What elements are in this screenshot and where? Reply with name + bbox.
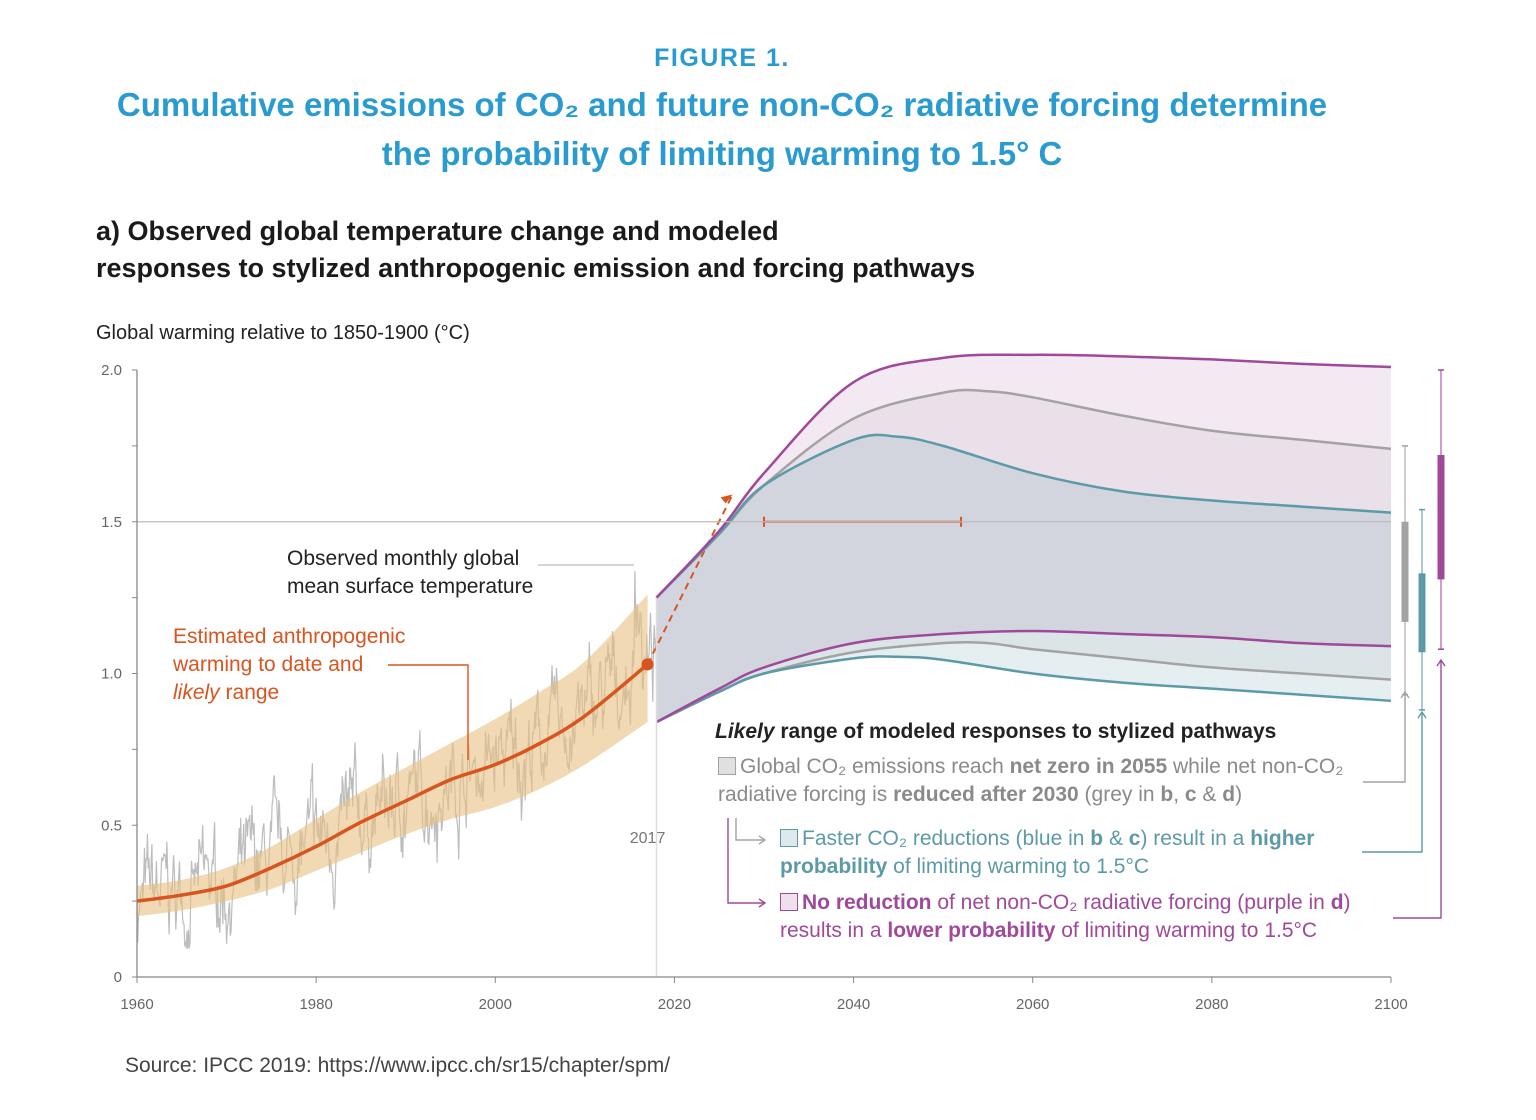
legend-item-purple: No reduction of net non-CO₂ radiative fo… (780, 889, 1390, 945)
legend-text-segment: Faster CO₂ reductions (blue in (802, 827, 1091, 850)
legend-text-segment: d (1330, 891, 1344, 914)
x-tick-label: 2080 (1195, 996, 1228, 1013)
purple-upper-line (655, 353, 1392, 599)
anthropogenic-warming-line (136, 663, 649, 903)
legend-title-rest: range of modeled responses to stylized p… (774, 720, 1277, 743)
purple-connector (1393, 660, 1442, 919)
y-tick-label: 1.0 (101, 666, 122, 683)
blue-lower-line (655, 655, 1392, 724)
arrow-up-icon (1436, 658, 1446, 667)
x-tick-label: 2040 (837, 996, 870, 1013)
legend-title-italic: Likely (715, 720, 775, 743)
legend-text-segment: reduced after 2030 (893, 783, 1079, 806)
legend-text-segment: , (1173, 783, 1185, 806)
observed-annotation: Observed monthly global mean surface tem… (287, 545, 533, 601)
panel-title-line1: a) Observed global temperature change an… (96, 216, 779, 246)
purple-range-fill (656, 354, 1391, 723)
anthropogenic-annotation: Estimated anthropogenic warming to date … (173, 623, 405, 707)
y-tick-label: 0 (114, 969, 122, 986)
legend-text-segment: b (1090, 827, 1104, 850)
legend-text-segment: lower probability (887, 919, 1056, 942)
arrow-head-icon (720, 494, 733, 504)
grey-connector (1363, 692, 1406, 783)
x-tick-label: 2020 (658, 996, 691, 1013)
legend-text-segment: of net non-CO₂ radiative forcing (purple… (931, 891, 1331, 914)
legend-text-segment: d (1222, 783, 1236, 806)
y-axis-label: Global warming relative to 1850-1900 (°C… (96, 322, 470, 344)
blue-upper-line (655, 433, 1392, 599)
year-2017-label: 2017 (630, 830, 666, 847)
arrow-up-icon (1417, 710, 1427, 719)
purple-swatch (780, 893, 798, 911)
legend-text-segment: ) (1235, 783, 1243, 806)
x-tick-label: 1960 (120, 996, 153, 1013)
legend-item-grey: Global CO₂ emissions reach net zero in 2… (718, 753, 1358, 809)
y-tick-label: 2.0 (101, 362, 122, 379)
x-tick-label: 2100 (1374, 996, 1407, 1013)
grey-connector (735, 818, 765, 841)
legend-text-segment: while net non-CO₂ radiative forcing is (718, 755, 1344, 806)
purple-range-box (1437, 454, 1445, 580)
arrow-right-icon (758, 898, 767, 908)
purple-connector (727, 818, 765, 904)
blue-range-fill (656, 434, 1391, 723)
legend-text-segment: c (1128, 827, 1141, 850)
blue-connector (1362, 712, 1423, 853)
legend-item-blue: Faster CO₂ reductions (blue in b & c) re… (780, 825, 1350, 881)
figure-label: FIGURE 1. (654, 44, 790, 72)
legend-text-segment: Global CO₂ emissions reach (740, 755, 1010, 778)
likely-range-band (137, 594, 648, 917)
grey-swatch (718, 757, 736, 775)
legend-text-segment: of limiting warming to 1.5°C (1055, 919, 1318, 942)
anthro-line3: likely range (173, 679, 405, 707)
panel-title-line2: responses to stylized anthropogenic emis… (96, 253, 976, 283)
anthro-line1: Estimated anthropogenic (173, 625, 406, 648)
legend-text-segment: higher probability (780, 827, 1315, 878)
x-tick-label: 2060 (1016, 996, 1049, 1013)
observed-annotation-line1: Observed monthly global (287, 547, 520, 570)
arrow-up-icon (1400, 690, 1410, 699)
grey-range-box (1401, 521, 1409, 622)
grey-range-fill (656, 390, 1391, 723)
legend-title: Likely range of modeled responses to sty… (715, 718, 1276, 746)
legend-text-segment: & (1196, 783, 1223, 806)
figure-title-line2: the probability of limiting warming to 1… (381, 135, 1063, 172)
y-tick-label: 1.5 (101, 514, 122, 531)
x-tick-label: 2000 (479, 996, 512, 1013)
figure-title-line1: Cumulative emissions of CO₂ and future n… (116, 86, 1328, 123)
y-tick-label: 0.5 (101, 817, 122, 834)
blue-range-box (1418, 573, 1426, 653)
legend-text-segment: net zero in 2055 (1009, 755, 1168, 778)
observed-annotation-line2: mean surface temperature (287, 575, 534, 598)
legend-text-segment: ) results in a (780, 891, 1351, 942)
anthro-range: range (219, 681, 280, 704)
anthro-likely: likely (173, 681, 220, 704)
blue-swatch (780, 829, 798, 847)
source-note: Source: IPCC 2019: https://www.ipcc.ch/s… (125, 1054, 671, 1077)
projection-arrow (646, 493, 734, 665)
anthro-line2: warming to date and (173, 653, 364, 676)
legend-text-segment: b (1160, 783, 1174, 806)
purple-lower-line (655, 629, 1392, 724)
anthro-leader (388, 664, 469, 760)
legend-text-segment: ) result in a (1140, 827, 1251, 850)
legend-text-segment: of limiting warming to 1.5°C (887, 855, 1150, 878)
arrow-right-icon (758, 835, 767, 845)
legend-text-segment: No reduction (802, 891, 932, 914)
x-tick-label: 1980 (299, 996, 332, 1013)
legend-text-segment: & (1103, 827, 1129, 850)
legend-text-segment: c (1184, 783, 1197, 806)
legend-text-segment: (grey in (1078, 783, 1161, 806)
